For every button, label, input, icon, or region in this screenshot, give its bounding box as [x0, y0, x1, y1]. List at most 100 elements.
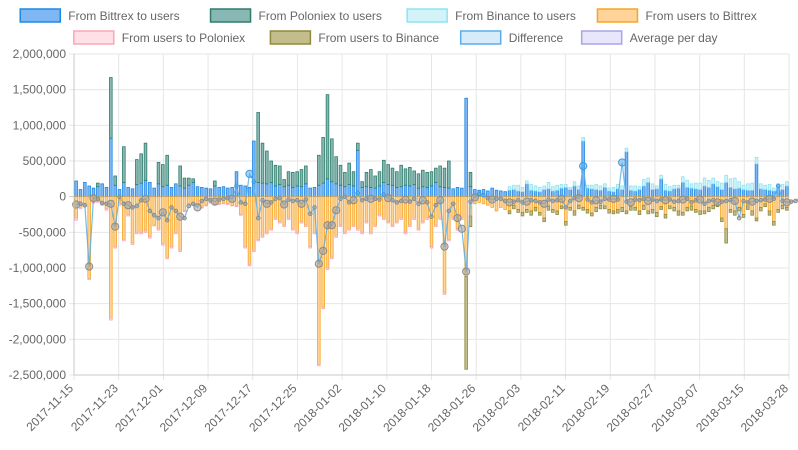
bar-from-binance-to-users [650, 183, 655, 190]
difference-point [290, 198, 296, 204]
bar-from-bittrex-to-users [633, 190, 637, 198]
bar-from-users-to-poloniex [234, 205, 239, 208]
bar-from-bittrex-to-users [364, 186, 369, 198]
difference-point [377, 197, 382, 202]
difference-point [719, 199, 725, 204]
bar-from-bittrex-to-users [256, 181, 260, 198]
legend-swatch [209, 8, 252, 23]
bar-from-users-to-poloniex [182, 210, 187, 213]
bar-from-users-to-poloniex [122, 239, 126, 242]
bar-from-binance-to-users [681, 176, 685, 183]
bar-from-bittrex-to-users [317, 184, 321, 198]
bar-from-poloniex-to-users [421, 169, 425, 188]
bar-from-binance-to-users [624, 147, 629, 153]
bar-from-users-to-poloniex [421, 221, 425, 224]
bar-from-poloniex-to-users [122, 146, 126, 183]
bar-from-poloniex-to-users [438, 165, 442, 188]
difference-point [280, 200, 289, 209]
bar-from-bittrex-to-users [516, 190, 520, 198]
bar-from-bittrex-to-users [308, 187, 312, 198]
bar-from-bittrex-to-users [100, 183, 104, 198]
bar-from-users-to-poloniex [416, 228, 421, 231]
difference-point [602, 196, 608, 202]
bar-from-users-to-binance [759, 206, 763, 212]
bar-from-poloniex-to-users [356, 142, 360, 151]
bar-from-poloniex-to-users [187, 177, 191, 186]
bar-from-bittrex-to-users [295, 185, 299, 198]
bar-from-bittrex-to-users [655, 188, 659, 198]
bar-from-bittrex-to-users [438, 186, 442, 198]
bar-from-bittrex-to-users [533, 190, 538, 198]
bar-from-bittrex-to-users [637, 189, 642, 198]
difference-point [567, 198, 573, 204]
bar-from-bittrex-to-users [135, 184, 139, 198]
difference-point [793, 198, 798, 204]
difference-point [286, 197, 291, 202]
legend-item-from-users-to-binance: From users to Binance [269, 30, 439, 45]
difference-point [242, 201, 248, 207]
bar-from-poloniex-to-users [434, 167, 438, 183]
bar-from-poloniex-to-users [96, 182, 100, 188]
bar-from-users-to-binance [516, 209, 520, 213]
difference-point [650, 197, 655, 202]
y-tick-label: 500,000 [23, 154, 67, 168]
legend-swatch [596, 8, 639, 23]
bar-from-poloniex-to-users [347, 162, 351, 185]
bar-from-bittrex-to-users [503, 191, 507, 198]
bar-from-bittrex-to-users [572, 185, 577, 198]
bar-from-users-to-poloniex [412, 217, 416, 220]
difference-point [251, 179, 257, 184]
difference-point [411, 196, 417, 202]
bar-from-users-to-poloniex [429, 246, 434, 249]
bar-from-users-to-poloniex [256, 239, 260, 242]
difference-point [476, 191, 482, 197]
bar-from-bittrex-to-users [750, 189, 754, 198]
bar-from-binance-to-users [759, 183, 763, 190]
bar-from-binance-to-users [672, 184, 676, 190]
bar-from-poloniex-to-users [109, 77, 113, 139]
bar-from-bittrex-to-users [282, 186, 286, 198]
bar-from-binance-to-users [685, 179, 689, 188]
legend-item-from-binance-to-users: From Binance to users [406, 8, 576, 23]
bar-from-bittrex-to-users [217, 186, 221, 198]
bar-from-users-to-binance [659, 206, 663, 210]
bar-from-users-to-binance [642, 204, 646, 210]
bar-from-users-to-bittrex [252, 196, 256, 251]
bar-from-binance-to-users [603, 183, 607, 188]
bar-from-users-to-poloniex [126, 214, 130, 217]
bar-from-bittrex-to-users [642, 185, 646, 198]
bar-from-users-to-poloniex [369, 231, 373, 235]
difference-point [260, 197, 265, 203]
bar-from-users-to-binance [694, 209, 698, 213]
bar-from-users-to-poloniex [347, 228, 351, 231]
bar-from-bittrex-to-users [83, 181, 87, 198]
bar-from-users-to-binance [763, 203, 767, 208]
bar-from-users-to-poloniex [395, 221, 399, 224]
bar-from-bittrex-to-users [429, 185, 434, 198]
bar-from-users-to-poloniex [148, 236, 152, 239]
bar-from-users-to-bittrex [109, 196, 113, 319]
bar-from-users-to-poloniex [87, 278, 91, 280]
bar-from-binance-to-users [715, 181, 720, 188]
bar-from-bittrex-to-users [312, 186, 317, 198]
bar-from-poloniex-to-users [113, 175, 117, 186]
bar-from-bittrex-to-users [568, 189, 572, 198]
bar-from-binance-to-users [590, 184, 594, 190]
bar-from-users-to-binance [572, 210, 577, 216]
difference-point [327, 221, 336, 230]
bar-from-bittrex-to-users [408, 185, 412, 198]
bar-from-bittrex-to-users [650, 189, 655, 198]
bar-from-poloniex-to-users [360, 181, 364, 188]
bar-from-binance-to-users [772, 187, 776, 192]
difference-point [416, 201, 421, 207]
bar-from-users-to-poloniex [399, 217, 403, 220]
bar-from-poloniex-to-users [330, 138, 334, 183]
legend-item-from-users-to-poloniex: From users to Poloniex [73, 30, 245, 45]
bar-from-users-to-poloniex [321, 306, 325, 310]
bar-from-users-to-binance [676, 210, 681, 216]
bar-from-users-to-binance [564, 221, 568, 226]
difference-point [117, 194, 122, 199]
difference-point [221, 196, 226, 202]
bar-from-binance-to-users [689, 183, 694, 189]
